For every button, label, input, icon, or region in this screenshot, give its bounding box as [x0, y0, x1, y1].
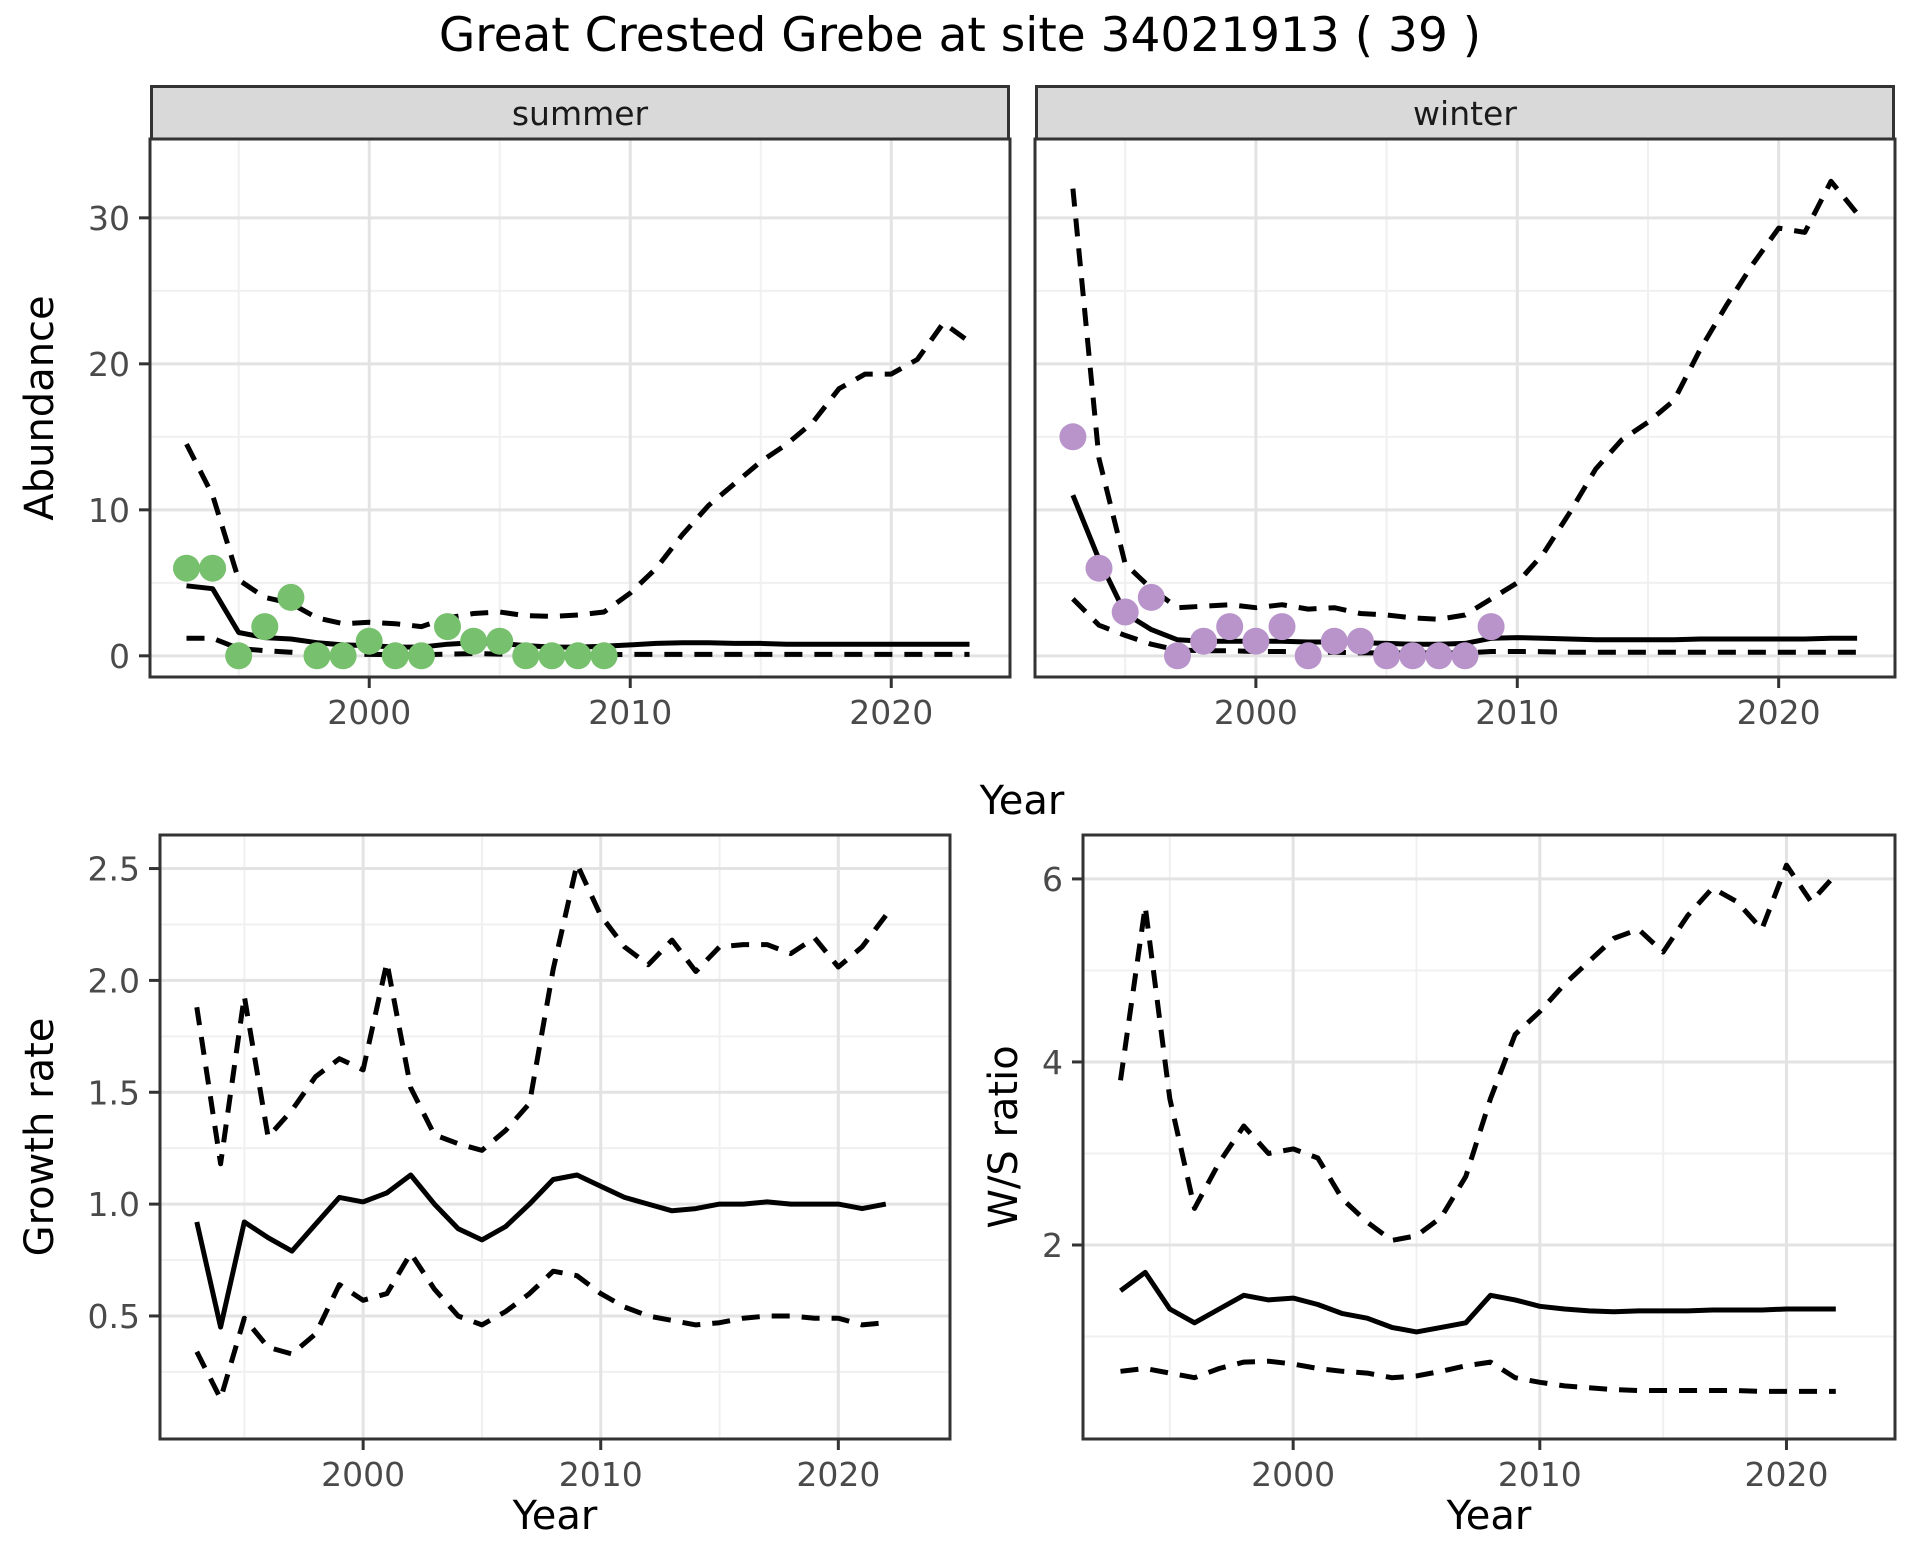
year-axis-title-top: Year	[979, 778, 1065, 824]
growth-rate-fitted-line	[194, 1172, 887, 1330]
data-point	[303, 642, 331, 670]
facet-strip-summer-label: summer	[511, 93, 649, 133]
x-tick-label: 2020	[849, 693, 933, 732]
ws-ratio-axis-title: W/S ratio	[981, 1045, 1027, 1229]
data-point	[1294, 642, 1322, 670]
y-tick-label: 1.5	[88, 1073, 140, 1112]
growth-rate-upper-ci-line	[194, 861, 888, 1167]
data-point	[251, 613, 279, 641]
data-point	[173, 554, 200, 582]
data-point	[355, 627, 383, 655]
data-point	[1425, 642, 1453, 670]
facet-strip-winter: winter	[1035, 85, 1895, 141]
x-tick-label: 2010	[1498, 1455, 1582, 1494]
data-point	[538, 642, 566, 670]
y-tick-label: 20	[88, 345, 130, 384]
y-tick-label: 2.5	[88, 850, 140, 889]
data-point	[199, 554, 227, 582]
data-point	[1059, 423, 1087, 451]
year-axis-title-ws: Year	[1446, 1493, 1532, 1539]
data-point	[1451, 642, 1479, 670]
year-axis-title-growth: Year	[512, 1493, 598, 1539]
abundance-summer-observed-points	[173, 554, 618, 670]
data-point	[590, 642, 618, 670]
data-point	[1320, 627, 1348, 655]
data-point	[564, 642, 592, 670]
data-point	[1373, 642, 1401, 670]
data-point	[434, 613, 461, 641]
x-tick-label: 2020	[1744, 1455, 1828, 1494]
y-tick-label: 10	[88, 491, 130, 530]
y-tick-label: 6	[1042, 860, 1063, 899]
panel-background	[1083, 835, 1895, 1439]
data-point	[1190, 627, 1218, 655]
x-tick-label: 2000	[1214, 693, 1298, 732]
data-point	[1216, 613, 1244, 641]
panel-background	[1035, 139, 1895, 677]
data-point	[1137, 583, 1165, 611]
growth-rate-axis-title: Growth rate	[17, 1017, 63, 1257]
panel-border	[1081, 833, 1897, 1441]
data-point	[1477, 613, 1505, 641]
data-point	[329, 642, 357, 670]
panel-border	[1033, 137, 1897, 679]
y-tick-label: 0.5	[88, 1297, 140, 1336]
panel-abundance-winter: 2000 2010 2020	[1033, 137, 1897, 732]
figure-title: Great Crested Grebe at site 34021913 ( 3…	[438, 8, 1482, 63]
data-point	[277, 583, 305, 611]
abundance-winter-upper-ci-line	[1070, 178, 1860, 622]
data-point	[1242, 627, 1270, 655]
data-point	[512, 642, 540, 670]
data-point	[1085, 554, 1113, 582]
panel-background	[160, 835, 950, 1439]
x-tick-label: 2000	[321, 1455, 405, 1494]
ws-ratio-upper-ci-line	[1118, 862, 1838, 1243]
data-point	[1399, 642, 1427, 670]
x-tick-label: 2020	[1737, 693, 1821, 732]
data-point	[486, 627, 514, 655]
ws-ratio-lower-ci-line	[1120, 1358, 1836, 1394]
facet-strip-winter-label: winter	[1413, 93, 1517, 133]
abundance-axis-title: Abundance	[17, 295, 63, 521]
data-point	[1346, 627, 1374, 655]
data-point	[1164, 642, 1191, 670]
panel-growth-rate: 2000 2010 2020 0.5 1.0 1.5 2.0 2.5	[88, 833, 952, 1494]
abundance-summer-upper-ci-line	[184, 320, 971, 630]
data-point	[381, 642, 409, 670]
data-point	[225, 642, 253, 670]
y-tick-label: 4	[1042, 1043, 1063, 1082]
facet-strip-summer: summer	[150, 85, 1010, 141]
growth-rate-lower-ci-line	[194, 1250, 887, 1402]
panel-abundance-summer: 2000 2010 2020 0 10 20 30	[88, 137, 1012, 732]
x-tick-label: 2010	[559, 1455, 643, 1494]
x-tick-label: 2010	[588, 693, 672, 732]
abundance-winter-observed-points	[1059, 423, 1505, 670]
y-tick-label: 1.0	[88, 1185, 140, 1224]
y-tick-label: 2.0	[88, 961, 140, 1000]
data-point	[1111, 598, 1139, 626]
x-tick-label: 2020	[796, 1455, 880, 1494]
data-point	[1268, 613, 1296, 641]
x-tick-label: 2010	[1475, 693, 1559, 732]
x-tick-label: 2000	[1251, 1455, 1335, 1494]
y-tick-label: 0	[109, 637, 130, 676]
data-point	[460, 627, 488, 655]
ws-ratio-fitted-line	[1119, 1269, 1836, 1335]
data-point	[407, 642, 435, 670]
y-tick-label: 30	[88, 199, 130, 238]
panel-border	[148, 137, 1012, 679]
x-tick-label: 2000	[327, 693, 411, 732]
y-tick-label: 2	[1042, 1226, 1063, 1265]
panel-border	[158, 833, 952, 1441]
panel-ws-ratio: 2000 2010 2020 2 4 6	[1042, 833, 1897, 1494]
